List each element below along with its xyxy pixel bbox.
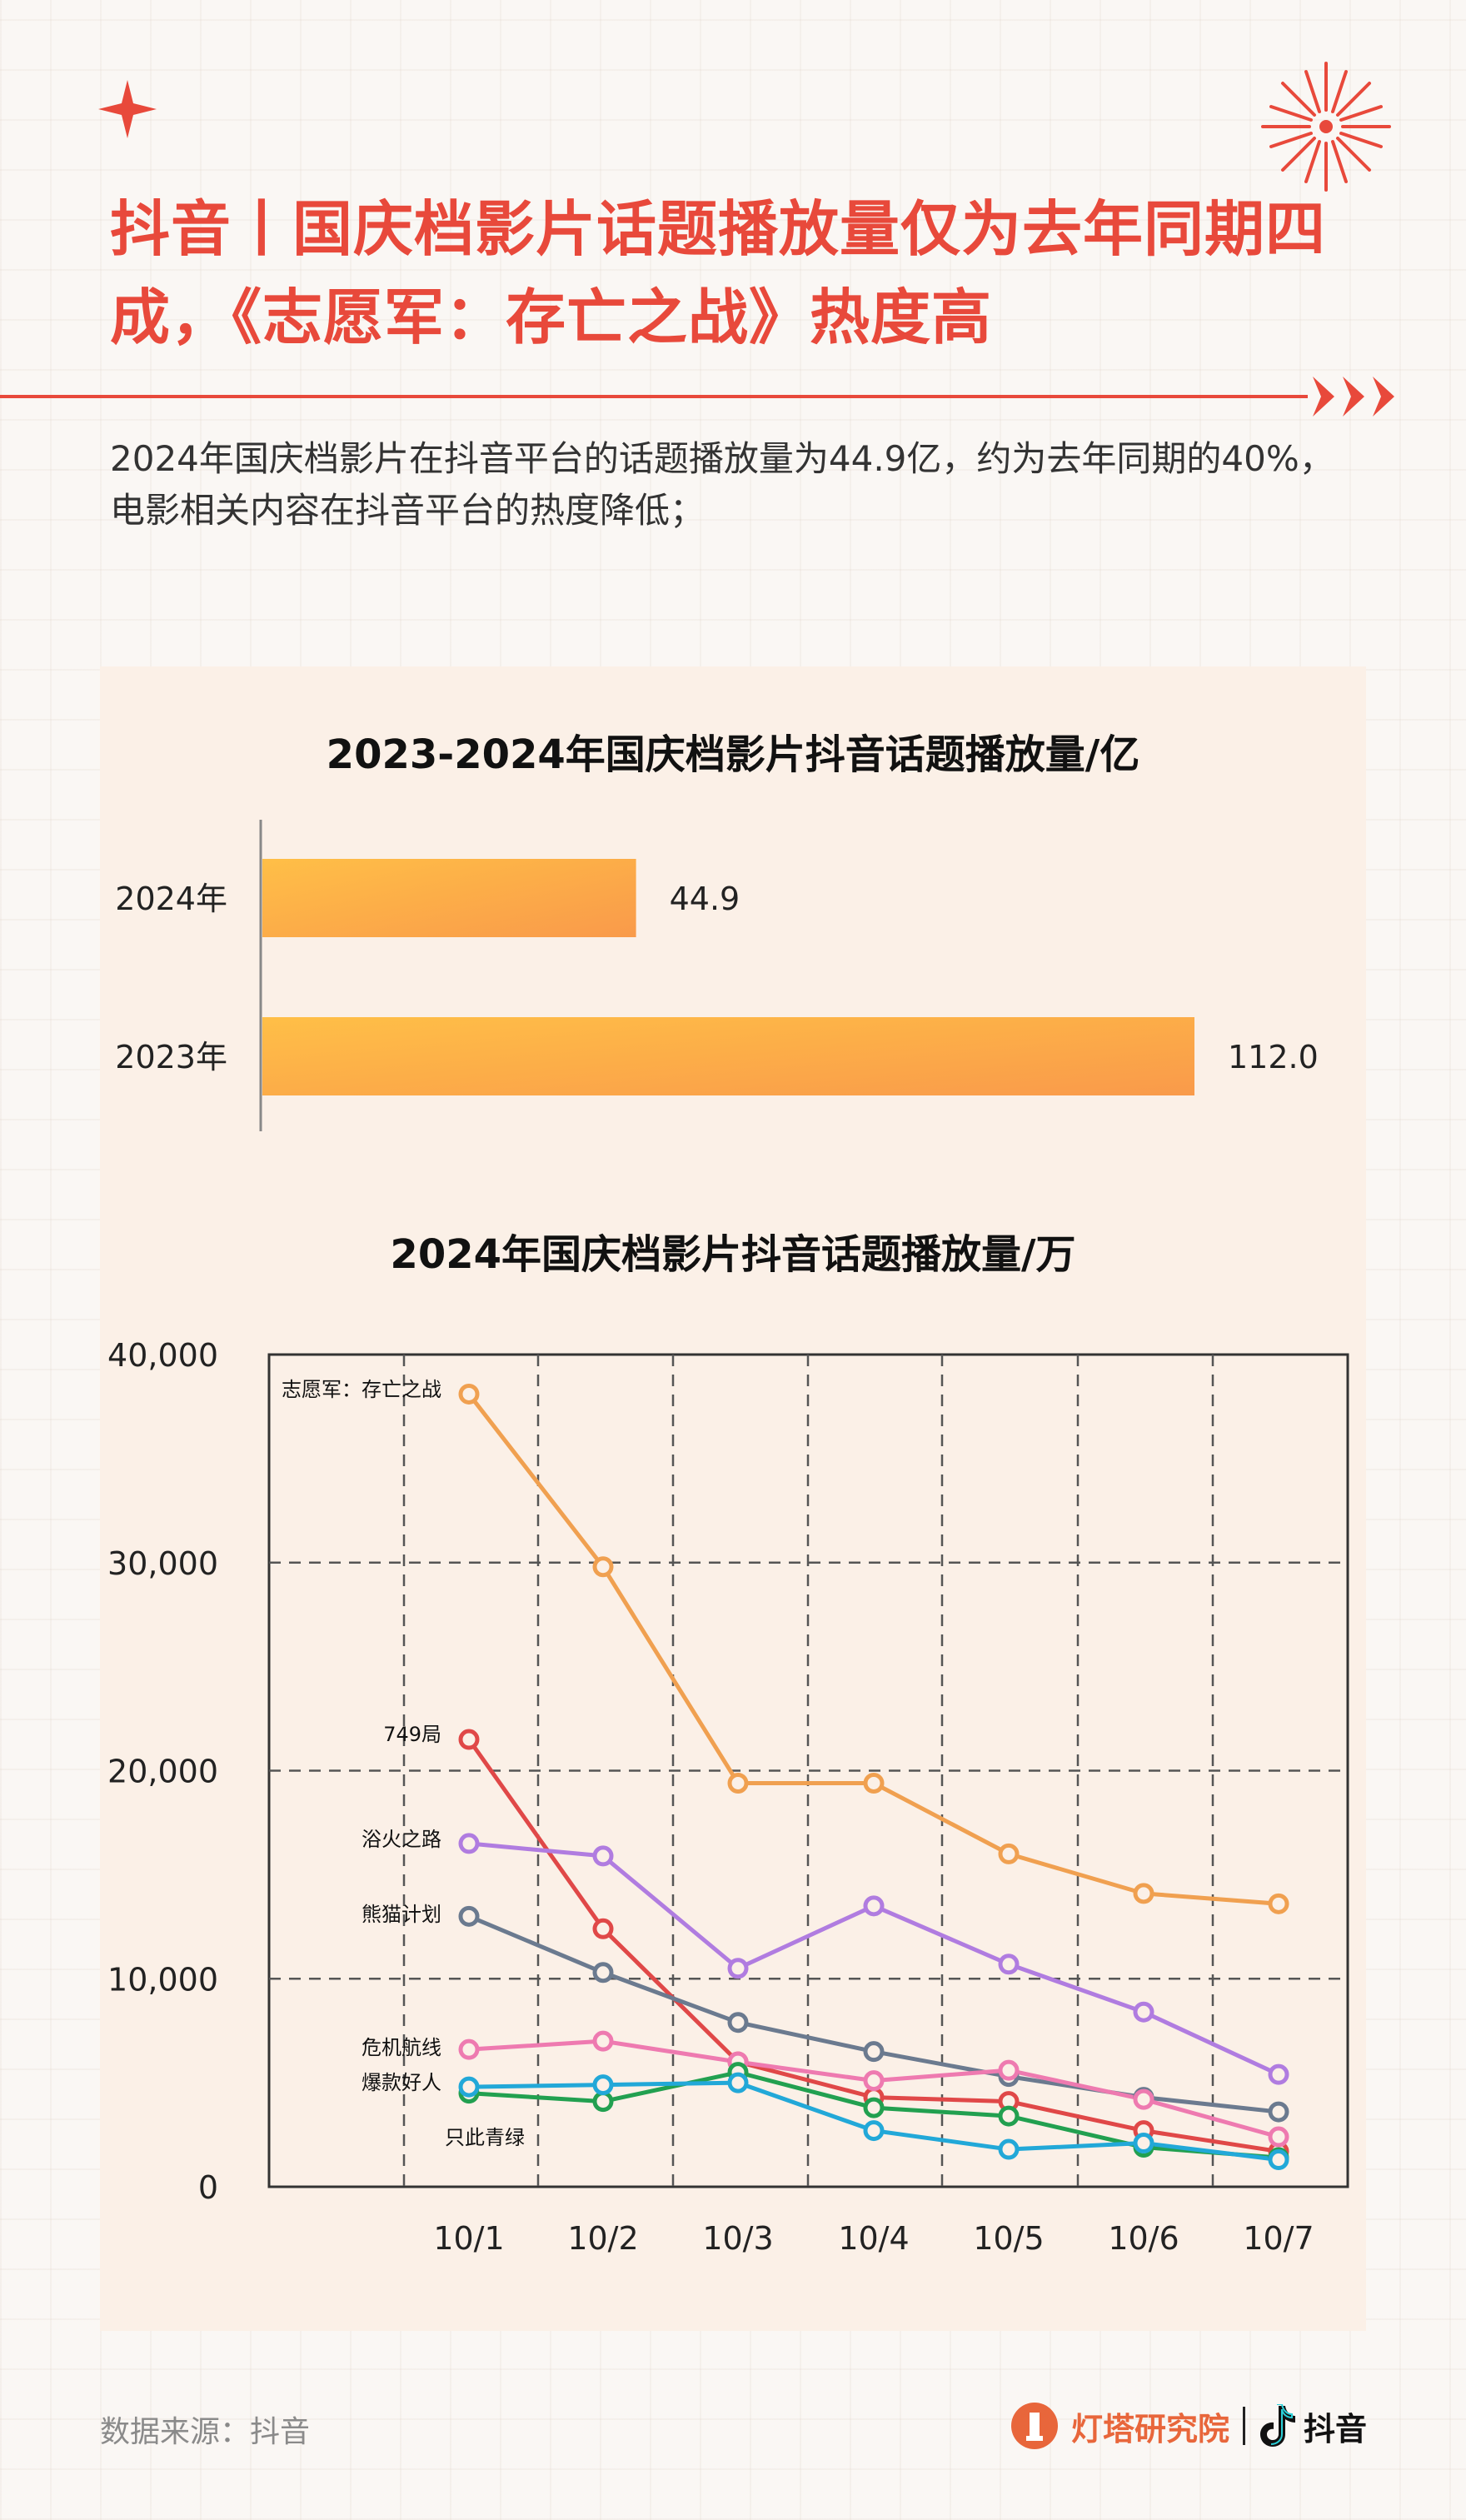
data-point — [592, 2074, 614, 2096]
x-tick-label: 10/1 — [433, 2220, 504, 2257]
series-annotation: 只此青绿 — [445, 2126, 525, 2149]
data-point — [1133, 2133, 1154, 2154]
x-tick-label: 10/3 — [702, 2220, 773, 2257]
data-point — [1133, 2001, 1154, 2023]
data-point — [998, 1954, 1020, 1975]
data-point — [458, 1729, 480, 1750]
brand-name: 灯塔研究院 — [1071, 2410, 1230, 2448]
y-tick-label: 0 — [198, 2169, 218, 2206]
data-point — [1268, 2126, 1289, 2148]
data-source: 数据来源：抖音 — [100, 2415, 311, 2449]
data-point — [727, 2072, 749, 2093]
data-point — [1268, 1893, 1289, 1914]
data-point — [458, 2076, 480, 2098]
series-line-浴火之路 — [468, 1841, 1280, 2077]
bar-chart-title: 2023-2024年国庆档影片抖音话题播放量/亿 — [326, 731, 1140, 778]
y-tick-label: 30,000 — [107, 1545, 218, 1582]
series-annotation: 熊猫计划 — [362, 1903, 441, 1926]
x-tick-label: 10/5 — [973, 2220, 1044, 2257]
x-tick-label: 10/4 — [838, 2220, 909, 2257]
data-point — [863, 2041, 885, 2063]
x-tick-label: 10/2 — [567, 2220, 638, 2257]
data-point — [458, 1383, 480, 1405]
douyin-logo-icon — [1260, 2404, 1296, 2447]
data-point — [592, 1845, 614, 1867]
series-line-志愿军：存亡之战 — [467, 1392, 1279, 1906]
bar-2023年 — [262, 1017, 1194, 1095]
data-point — [592, 2091, 614, 2113]
x-tick-label: 10/7 — [1243, 2220, 1314, 2257]
data-point — [998, 2105, 1020, 2127]
data-point — [998, 2138, 1020, 2160]
page-subtitle: 2024年国庆档影片在抖音平台的话题播放量为44.9亿，约为去年同期的40%，电… — [110, 438, 1334, 531]
data-point — [863, 2097, 885, 2118]
data-point — [592, 1962, 614, 1984]
data-point — [1268, 2149, 1289, 2171]
data-point — [1133, 1883, 1154, 1904]
series-annotation: 危机航线 — [362, 2036, 441, 2059]
y-tick-label: 20,000 — [107, 1754, 218, 1790]
data-point — [863, 2120, 885, 2142]
series-annotation: 749局 — [383, 1723, 441, 1746]
brand-logos: 灯塔研究院 抖音 — [1008, 2399, 1367, 2453]
data-point — [863, 2070, 885, 2092]
data-point — [458, 2038, 480, 2060]
series-annotation: 志愿军：存亡之战 — [282, 1378, 441, 1401]
data-point — [863, 1895, 885, 1917]
line-chart: 0 10,000 20,000 30,000 40,000 10/1 10/2 10/3 10/… — [107, 1337, 1349, 2257]
page-title: 抖音丨国庆档影片话题播放量仅为去年同期四成，《志愿军：存亡之战》热度高 — [110, 194, 1327, 352]
data-point — [998, 1843, 1020, 1864]
data-point — [592, 1918, 614, 1939]
data-point — [592, 1556, 614, 1578]
bar-2024年 — [262, 859, 636, 937]
partner-name: 抖音 — [1304, 2410, 1368, 2448]
data-point — [1133, 2088, 1154, 2110]
data-point — [863, 1772, 885, 1794]
data-point — [727, 1958, 749, 1979]
data-point — [1268, 2063, 1289, 2085]
y-tick-label: 10,000 — [107, 1961, 218, 1998]
sparkle-icon — [98, 80, 157, 138]
title-divider — [0, 395, 1308, 398]
y-tick-label: 40,000 — [107, 1337, 218, 1374]
arrows-icon — [1313, 377, 1394, 417]
bar-category-label: 2024年 — [115, 881, 227, 917]
data-point — [458, 1833, 480, 1854]
bar-chart: 2024年 44.9 2023年 112.0 — [115, 820, 1319, 1131]
data-point — [1268, 2101, 1289, 2123]
data-point — [458, 1905, 480, 1927]
data-point — [727, 2012, 749, 2033]
bar-value-label: 112.0 — [1228, 1039, 1319, 1075]
bar-category-label: 2023年 — [115, 1039, 227, 1075]
data-point — [592, 2030, 614, 2052]
data-point — [998, 2059, 1020, 2081]
line-chart-title: 2024年国庆档影片抖音话题播放量/万 — [390, 1231, 1076, 1278]
bar-value-label: 44.9 — [670, 881, 740, 917]
logo-divider — [1243, 2407, 1246, 2445]
firework-icon — [1261, 62, 1391, 192]
series-annotation: 爆款好人 — [362, 2071, 441, 2094]
lighthouse-logo-icon — [1011, 2403, 1058, 2449]
x-tick-label: 10/6 — [1108, 2220, 1179, 2257]
series-annotation: 浴火之路 — [362, 1828, 441, 1851]
data-point — [727, 1772, 749, 1794]
